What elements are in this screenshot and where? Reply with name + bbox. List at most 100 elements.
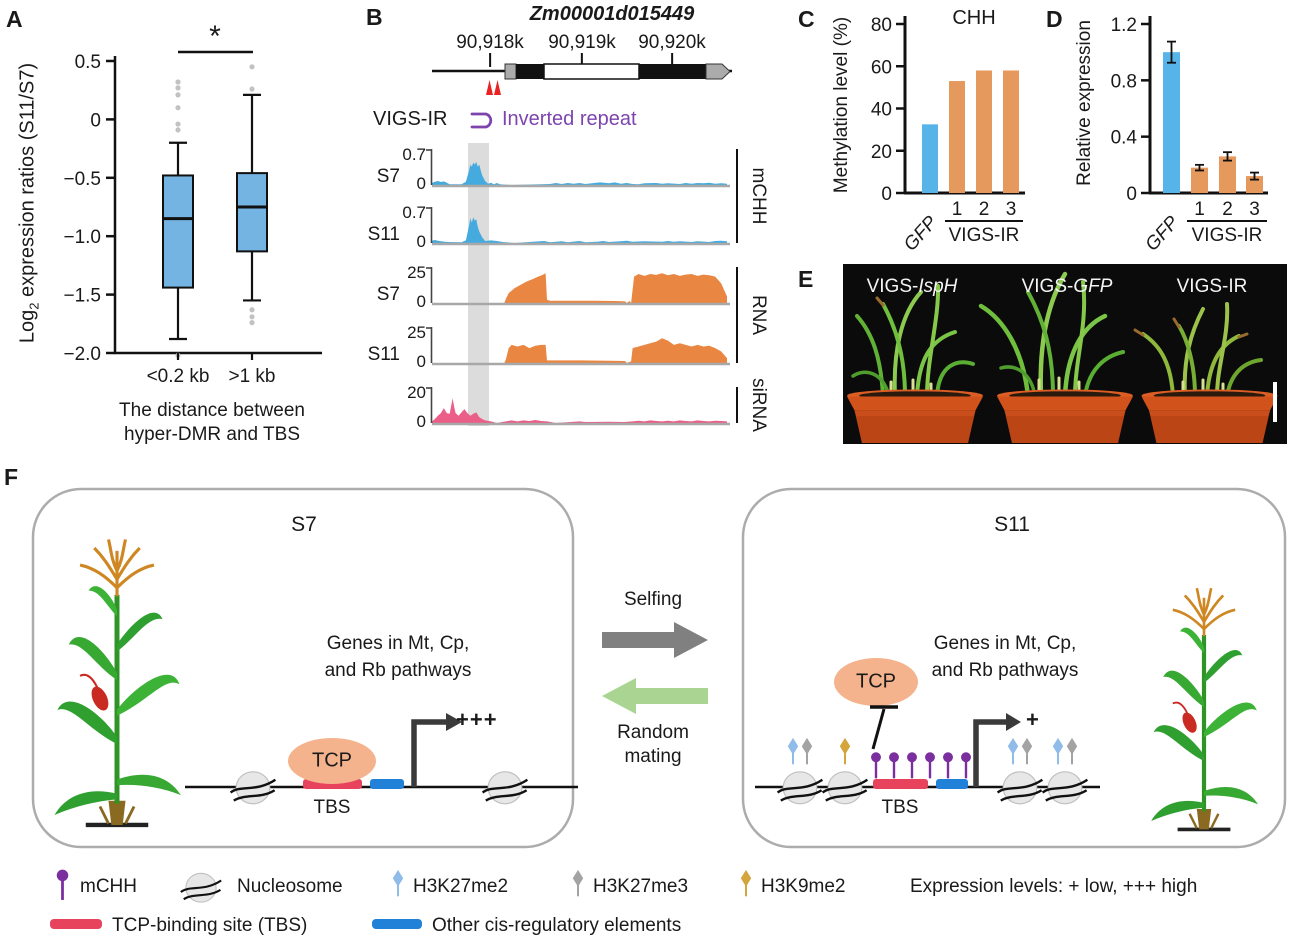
svg-text:0.7: 0.7 — [402, 145, 426, 164]
svg-text:0: 0 — [1126, 184, 1137, 205]
genes-text: Genes in Mt, Cp, — [326, 633, 470, 654]
genes-text: Genes in Mt, Cp, — [933, 633, 1077, 654]
svg-text:−0.5: −0.5 — [63, 169, 101, 190]
bar — [1191, 167, 1208, 193]
svg-text:3: 3 — [1249, 199, 1260, 220]
outlier-dot — [175, 127, 181, 133]
random-mating-label: mating — [624, 746, 682, 767]
bar-chart-D: 0 0.4 0.8 1.2 GFP 1 2 3 VIGS-IR — [1111, 15, 1268, 255]
bar — [1003, 70, 1019, 193]
vigs-ir-group-label: VIGS-IR — [1192, 225, 1263, 246]
svg-text:<0.2 kb: <0.2 kb — [147, 366, 210, 387]
outlier-dot — [249, 307, 255, 313]
coverage-area — [432, 217, 727, 243]
panel-label-d: D — [1046, 6, 1063, 32]
vigs-ir-label: VIGS-IR — [373, 108, 448, 130]
genes-text: and Rb pathways — [931, 660, 1079, 681]
svg-text:20: 20 — [407, 383, 426, 402]
arrowhead-icon — [1006, 713, 1021, 731]
svg-text:1.2: 1.2 — [1111, 15, 1137, 36]
panel-label-b: B — [366, 4, 383, 30]
bar-chart-C: 0 20 40 60 80 GFP 1 2 3 VIGS-IR — [871, 15, 1025, 255]
legend-cis: Other cis-regulatory elements — [432, 915, 682, 936]
svg-text:1: 1 — [952, 199, 963, 220]
svg-text:25: 25 — [407, 263, 426, 282]
expression-low-label: + — [1026, 707, 1040, 732]
tbs-label: TBS — [313, 797, 351, 818]
svg-text:0: 0 — [90, 110, 101, 131]
bar — [976, 70, 992, 193]
tcp-label: TCP — [856, 670, 896, 693]
photo-label-gfp: VIGS-GFP — [1021, 276, 1113, 297]
model-diagram — [31, 487, 1287, 849]
transcription-arrow — [411, 719, 447, 787]
bar-y-axis-label: Relative expression — [1074, 20, 1095, 186]
coordinate-label: 90,919k — [548, 32, 616, 53]
outlier-dot — [175, 85, 181, 91]
tbs-legend-icon — [50, 919, 102, 929]
svg-text:2: 2 — [1222, 199, 1233, 220]
coverage-area — [432, 398, 727, 423]
boxplot-x-axis-label: hyper-DMR and TBS — [124, 424, 300, 445]
photo-label-isph: VIGS-IspH — [866, 276, 958, 297]
s7-cell-box — [31, 487, 575, 849]
cis-legend-icon — [372, 919, 422, 929]
boxplot-chart: 0.5 0 −0.5 −1.0 −1.5 −2.0 <0.2 kb >1 kb * — [63, 20, 322, 387]
genes-text: and Rb pathways — [324, 660, 472, 681]
inverted-repeat-label: Inverted repeat — [502, 108, 637, 130]
outlier-dot — [249, 86, 255, 92]
outlier-dot — [249, 314, 255, 320]
outlier-dot — [175, 79, 181, 85]
coverage-area — [432, 161, 727, 185]
svg-text:1: 1 — [1194, 199, 1205, 220]
selfing-arrow — [602, 622, 708, 658]
legend-h3k9me2: H3K9me2 — [761, 876, 846, 897]
coordinate-label: 90,920k — [638, 32, 706, 53]
legend-mchh: mCHH — [80, 876, 137, 897]
svg-text:40: 40 — [871, 100, 892, 121]
svg-text:0: 0 — [417, 292, 426, 311]
boxplot-x-axis-label: The distance between — [119, 400, 305, 421]
legend-tbs: TCP-binding site (TBS) — [112, 915, 308, 936]
svg-text:−2.0: −2.0 — [63, 344, 101, 365]
svg-text:0.8: 0.8 — [1111, 71, 1137, 92]
box — [162, 174, 194, 289]
svg-text:0.4: 0.4 — [1111, 128, 1138, 149]
svg-text:25: 25 — [407, 323, 426, 342]
tcp-protein — [834, 658, 918, 706]
s11-title: S11 — [994, 513, 1030, 536]
coverage-area — [432, 273, 727, 303]
track-group-label: mCHH — [748, 168, 769, 225]
svg-text:−1.5: −1.5 — [63, 286, 101, 307]
gfp-tick-label: GFP — [900, 212, 942, 255]
svg-text:0: 0 — [417, 352, 426, 371]
svg-text:80: 80 — [871, 15, 892, 36]
outlier-dot — [175, 105, 181, 111]
legend-nucleosome: Nucleosome — [237, 876, 343, 897]
svg-text:−1.0: −1.0 — [63, 227, 101, 248]
sample-label: S11 — [368, 344, 400, 365]
svg-text:0.7: 0.7 — [402, 203, 426, 222]
outlier-dot — [175, 121, 181, 127]
coordinate-label: 90,918k — [456, 32, 524, 53]
gfp-tick-label: GFP — [1141, 212, 1183, 255]
inverted-repeat-icon — [470, 112, 493, 129]
sample-label: S11 — [368, 224, 400, 245]
significance-star: * — [209, 20, 221, 53]
legend-h3k27me3: H3K27me3 — [593, 876, 689, 897]
tbs-label: TBS — [881, 797, 919, 818]
sample-label: S7 — [377, 166, 400, 187]
random-mating-arrow — [602, 678, 708, 714]
bar — [1163, 52, 1180, 193]
tbs-site — [873, 779, 928, 789]
highlight-band — [468, 143, 489, 426]
cis-element — [370, 779, 404, 789]
legend-icons — [50, 868, 753, 929]
svg-text:60: 60 — [871, 57, 892, 78]
outlier-dot — [249, 64, 255, 70]
expression-high-label: +++ — [456, 707, 498, 732]
